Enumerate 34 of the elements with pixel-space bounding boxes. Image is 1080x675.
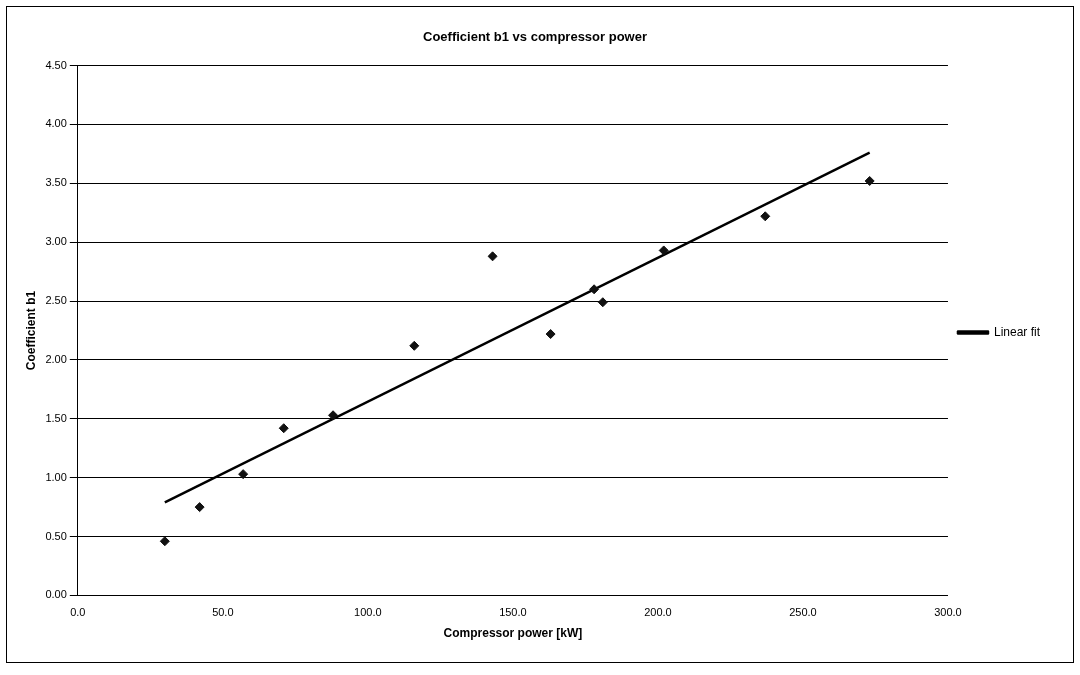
y-tick-label: 4.50 [45,58,67,71]
point [159,536,170,547]
point [487,251,498,262]
legend-label: Linear fit [993,324,1041,339]
point [589,284,600,295]
y-tick-label: 4.00 [45,117,67,130]
point [278,423,289,434]
point [545,329,556,340]
point [194,502,205,513]
y-axis-title: Coefficient b1 [23,290,38,371]
point [864,175,875,186]
point [238,469,249,480]
y-tick-label: 3.50 [45,176,67,189]
y-tick-label: 0.00 [45,588,67,601]
y-tick-label: 2.50 [45,294,67,307]
chart-title: Coefficient b1 vs compressor power [423,29,647,45]
y-tick-label: 1.00 [45,470,67,483]
y-tick-label: 1.50 [45,411,67,424]
point [328,410,339,421]
y-tick-label: 2.00 [45,352,67,365]
x-tick-label: 0.0 [70,606,86,619]
x-tick-label: 250.0 [789,606,817,619]
x-tick-label: 50.0 [212,606,234,619]
point [409,340,420,351]
y-tick-label: 0.50 [45,529,67,542]
x-tick-label: 200.0 [644,606,672,619]
y-tick-label: 3.00 [45,235,67,248]
x-axis-title: Compressor power [kW] [443,626,583,641]
x-tick-label: 150.0 [499,606,527,619]
point [658,245,669,256]
point [597,297,608,308]
x-tick-label: 100.0 [354,606,382,619]
x-tick-label: 300.0 [934,606,962,619]
point [760,211,771,222]
